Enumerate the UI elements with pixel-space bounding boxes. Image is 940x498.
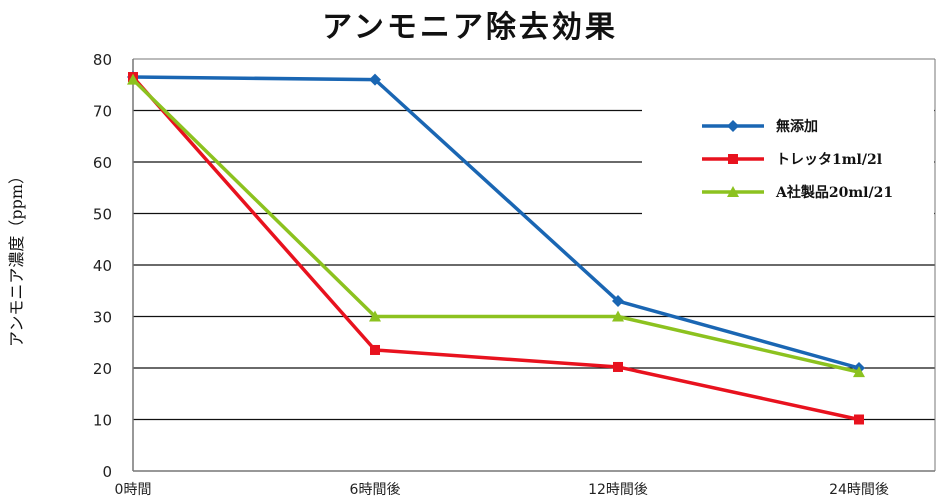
y-tick-label: 70	[93, 103, 112, 121]
triangle-marker	[612, 310, 624, 322]
y-tick-label: 30	[93, 309, 112, 327]
y-tick-label: 10	[93, 412, 112, 430]
chart-title: アンモニア除去効果	[322, 10, 618, 45]
legend-label: トレッタ1ml/2l	[776, 152, 882, 168]
legend-label: A社製品20ml/21	[775, 184, 893, 201]
x-tick-label: 6時間後	[350, 482, 401, 498]
square-marker	[728, 154, 738, 164]
square-marker	[854, 414, 864, 425]
diamond-marker	[369, 73, 381, 86]
legend-background	[642, 95, 934, 263]
diamond-marker	[727, 120, 739, 132]
triangle-marker	[727, 186, 739, 197]
y-tick-labels: 0 10 20 30 40 50 60 70 80	[93, 51, 112, 481]
x-tick-label: 12時間後	[588, 482, 648, 498]
x-tick-labels: 0時間 6時間後 12時間後 24時間後	[115, 482, 889, 498]
legend-item: A社製品20ml/21	[702, 184, 893, 201]
y-tick-label: 60	[93, 154, 112, 172]
triangle-marker	[853, 366, 865, 378]
series-line	[127, 73, 865, 378]
y-tick-label: 40	[93, 257, 112, 275]
square-marker	[613, 361, 623, 372]
y-tick-label: 20	[93, 360, 112, 378]
legend-item: 無添加	[702, 118, 818, 135]
y-tick-label: 0	[102, 463, 112, 481]
data-series	[127, 71, 865, 425]
legend-item: トレッタ1ml/2l	[702, 152, 882, 168]
triangle-marker	[127, 73, 139, 85]
square-marker	[370, 344, 380, 355]
diamond-marker	[612, 295, 624, 308]
y-tick-label: 80	[93, 51, 112, 69]
legend-label: 無添加	[776, 118, 818, 135]
y-tick-label: 50	[93, 206, 112, 224]
triangle-marker	[369, 310, 381, 322]
x-tick-label: 24時間後	[829, 482, 889, 498]
x-tick-label: 0時間	[115, 482, 152, 498]
